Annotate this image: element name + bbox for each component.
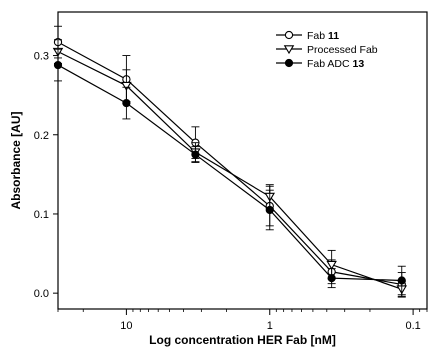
point-2-5 <box>397 276 406 285</box>
y-tick-label-1: 0.1 <box>34 209 49 221</box>
legend-label-2: Fab ADC 13 <box>307 58 364 70</box>
point-2-4 <box>327 274 336 283</box>
point-2-1 <box>122 98 131 108</box>
legend: Fab 11 Processed Fab Fab ADC 13 <box>276 30 378 70</box>
series-line-1 <box>57 51 402 290</box>
x-tick-label-2: 0.1 <box>405 320 420 332</box>
legend-label-0: Fab 11 <box>307 30 339 42</box>
x-tick-label-1: 1 <box>267 320 273 332</box>
series-line-0 <box>57 41 402 286</box>
y-axis-title: Absorbance [AU] <box>9 111 23 209</box>
y-tick-label-0: 0.0 <box>34 288 49 300</box>
point-2-3 <box>265 205 274 215</box>
x-axis-title: Log concentration HER Fab [nM] <box>149 333 336 347</box>
point-1-4 <box>326 260 337 270</box>
legend-marker-1 <box>283 45 295 55</box>
series-line-2 <box>57 64 402 282</box>
x-tick-label-0: 10 <box>120 320 132 332</box>
plot-frame <box>57 11 428 310</box>
series-1 <box>54 39 406 298</box>
legend-label-1: Processed Fab <box>307 44 378 56</box>
y-tick-label-3: 0.3 <box>34 51 49 63</box>
y-tick-label-2: 0.2 <box>34 130 49 142</box>
legend-marker-0 <box>284 30 294 40</box>
point-1-1 <box>121 81 132 91</box>
point-2-2 <box>191 150 200 159</box>
point-2-0 <box>53 60 63 70</box>
legend-marker-2 <box>284 58 294 68</box>
